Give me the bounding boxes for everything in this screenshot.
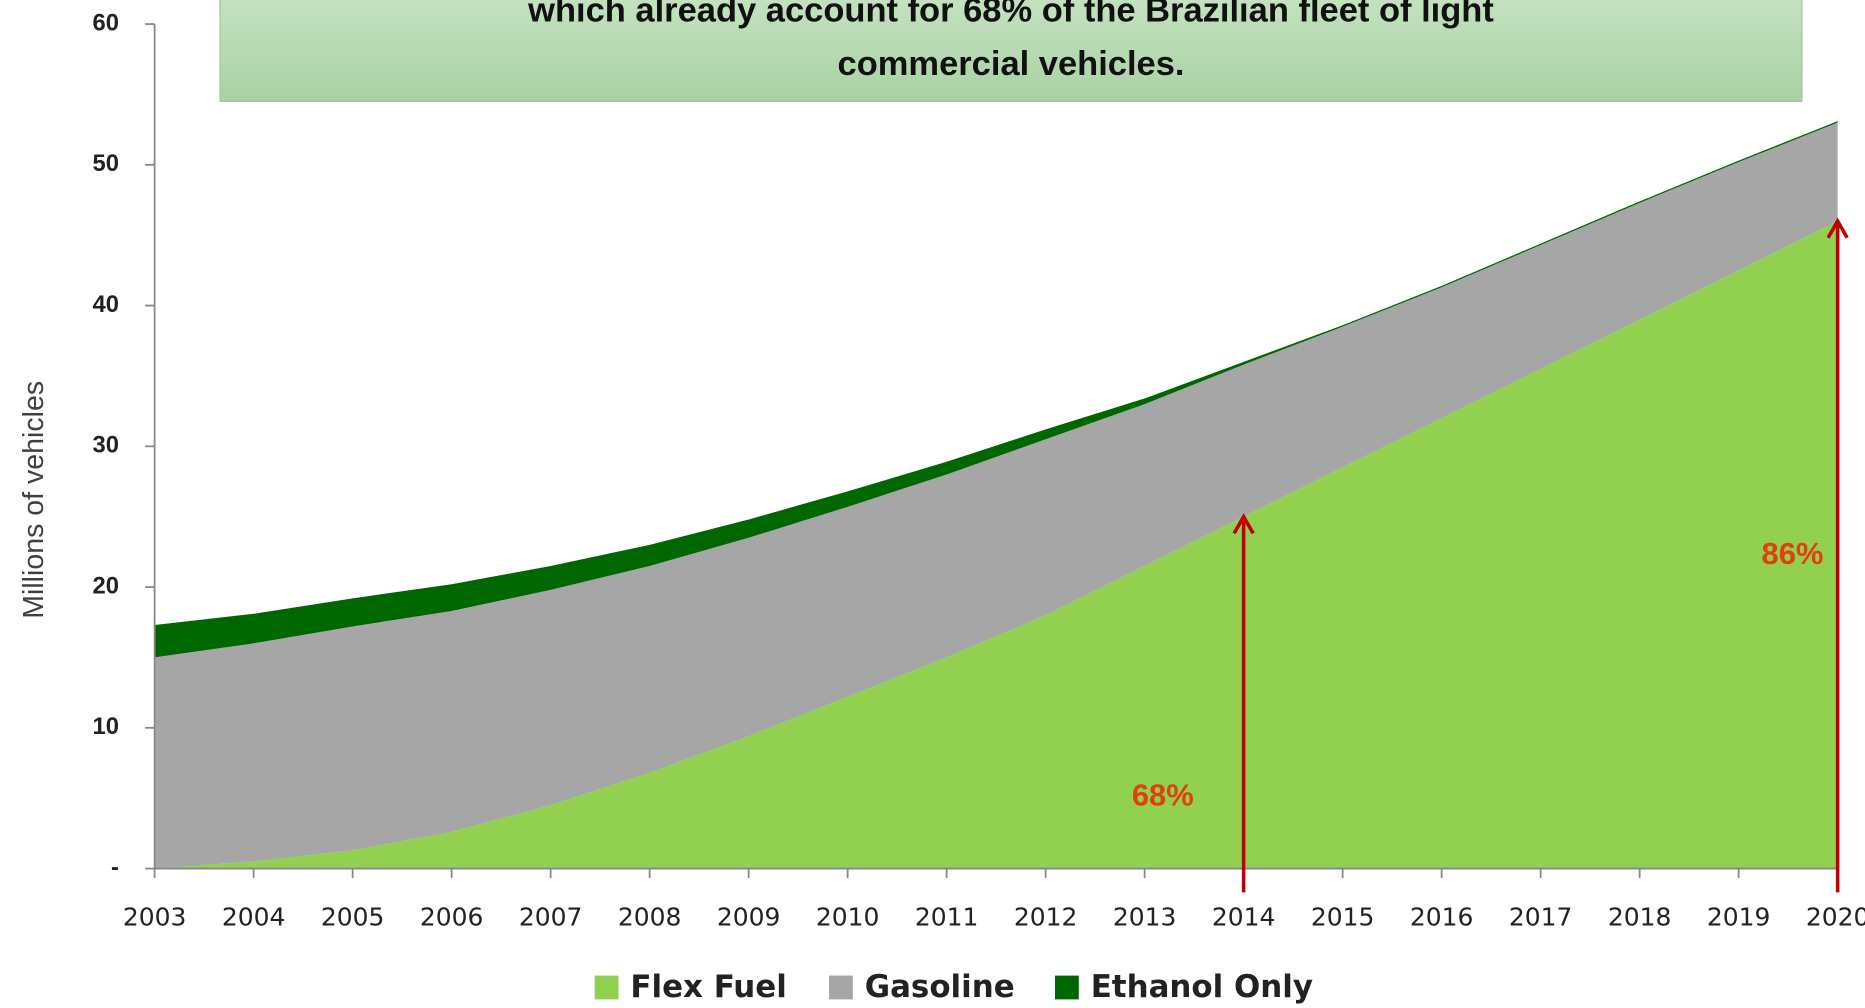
legend-swatch (1055, 975, 1079, 1000)
x-tick-label: 2005 (321, 903, 385, 932)
annotation-label: 68% (1132, 777, 1194, 812)
y-tick-label: 30 (93, 432, 119, 459)
x-tick-label: 2010 (816, 903, 880, 932)
y-tick-label: 60 (93, 9, 119, 36)
y-tick-label: 10 (93, 713, 119, 740)
chart-title: which already account for 68% of the Bra… (527, 0, 1494, 29)
x-tick-label: 2006 (420, 903, 484, 932)
title-box (219, 0, 1803, 102)
x-tick-label: 2016 (1410, 903, 1474, 932)
x-tick-label: 2014 (1212, 903, 1276, 932)
annotation-arrowhead (1232, 513, 1255, 535)
legend-label: Gasoline (865, 969, 1015, 1005)
x-tick-label: 2009 (717, 903, 781, 932)
area (154, 221, 1838, 869)
annotation-label: 86% (1762, 536, 1824, 571)
y-tick-label: 20 (93, 572, 119, 599)
x-tick-label: 2008 (618, 903, 682, 932)
chart-title: commercial vehicles. (838, 45, 1185, 83)
x-tick-label: 2020 (1806, 903, 1865, 932)
x-tick-label: 2015 (1311, 903, 1375, 932)
x-tick-label: 2019 (1707, 903, 1771, 932)
area (154, 122, 1838, 869)
x-tick-label: 2018 (1608, 903, 1672, 932)
legend-swatch (829, 975, 853, 1000)
legend-swatch (594, 975, 619, 1000)
x-tick-label: 2003 (123, 903, 187, 932)
y-tick-label: - (111, 854, 119, 881)
y-axis-label: Millions of vehicles (18, 381, 50, 619)
x-tick-label: 2017 (1509, 903, 1573, 932)
x-tick-label: 2013 (1113, 903, 1177, 932)
annotation-arrowhead (1826, 217, 1849, 239)
y-tick-label: 50 (93, 150, 119, 177)
y-tick-label: 40 (93, 291, 119, 318)
legend-label: Ethanol Only (1091, 969, 1313, 1005)
x-tick-label: 2011 (915, 903, 979, 932)
legend-label: Flex Fuel (630, 969, 786, 1005)
area (154, 121, 1838, 658)
x-tick-label: 2012 (1014, 903, 1078, 932)
x-tick-label: 2004 (222, 903, 286, 932)
x-tick-label: 2007 (519, 903, 583, 932)
